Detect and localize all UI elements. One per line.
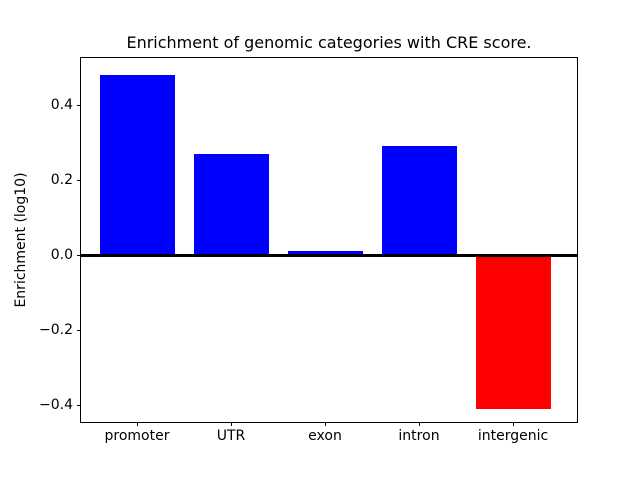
y-tick-0.0 [77,255,81,256]
bar-UTR [193,153,269,255]
y-tick-label-−0.4: −0.4 [39,397,73,413]
y-tick-label-−0.2: −0.2 [39,322,73,338]
x-tick-intergenic [513,422,514,426]
bar-exon [287,251,363,255]
zero-baseline [81,254,577,257]
bar-intron [381,146,457,255]
y-tick-−0.4 [77,405,81,406]
x-tick-exon [325,422,326,426]
x-tick-label-UTR: UTR [216,428,246,444]
bar-promoter [99,74,175,255]
y-tick-label-0.2: 0.2 [50,172,73,188]
y-tick-0.2 [77,180,81,181]
chart-title: Enrichment of genomic categories with CR… [126,33,532,52]
bar-intergenic [475,255,551,409]
x-tick-intron [419,422,420,426]
y-tick-label-0.4: 0.4 [50,97,73,113]
y-tick-0.4 [77,105,81,106]
y-axis-label-text: Enrichment (log10) [13,172,29,308]
x-tick-label-intergenic: intergenic [477,428,549,444]
x-tick-UTR [231,422,232,426]
x-tick-label-promoter: promoter [104,428,170,444]
x-tick-promoter [137,422,138,426]
y-tick-−0.2 [77,330,81,331]
x-tick-label-intron: intron [398,428,440,444]
y-tick-label-0.0: 0.0 [50,247,73,263]
x-tick-label-exon: exon [308,428,342,444]
